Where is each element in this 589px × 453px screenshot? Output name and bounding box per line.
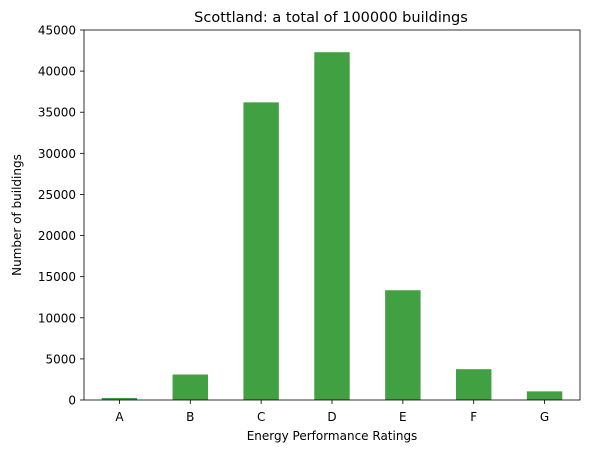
bar-F xyxy=(456,369,492,400)
bar-B xyxy=(172,374,208,400)
x-tick-label: F xyxy=(470,410,477,424)
y-tick-label: 30000 xyxy=(38,147,76,161)
x-tick-label: A xyxy=(115,410,124,424)
y-tick-label: 45000 xyxy=(38,24,76,38)
bars-group xyxy=(101,52,563,400)
y-axis-label: Number of buildings xyxy=(10,154,24,276)
y-tick-label: 15000 xyxy=(38,270,76,284)
x-tick-label: G xyxy=(540,410,549,424)
y-tick-label: 0 xyxy=(68,394,76,408)
bar-D xyxy=(314,52,350,400)
y-tick-label: 25000 xyxy=(38,188,76,202)
y-tick-label: 40000 xyxy=(38,65,76,79)
x-tick-label: B xyxy=(186,410,194,424)
x-axis-label: Energy Performance Ratings xyxy=(247,429,418,443)
x-tick-label: E xyxy=(399,410,407,424)
y-axis-ticks: 0 5000 10000 15000 20000 25000 30000 35000 40000… xyxy=(38,24,84,408)
y-tick-label: 5000 xyxy=(45,352,76,366)
y-tick-label: 20000 xyxy=(38,229,76,243)
y-tick-label: 35000 xyxy=(38,106,76,120)
bar-E xyxy=(385,290,421,400)
bar-G xyxy=(526,391,563,400)
x-axis-ticks: A B C D E F G xyxy=(115,400,549,424)
x-tick-label: D xyxy=(327,410,336,424)
bar-C xyxy=(243,102,279,400)
plot-frame xyxy=(83,29,581,401)
chart-title: Scottland: a total of 100000 buildings xyxy=(194,10,468,26)
x-tick-label: C xyxy=(257,410,265,424)
y-tick-label: 10000 xyxy=(38,311,76,325)
bar-A xyxy=(101,397,138,400)
